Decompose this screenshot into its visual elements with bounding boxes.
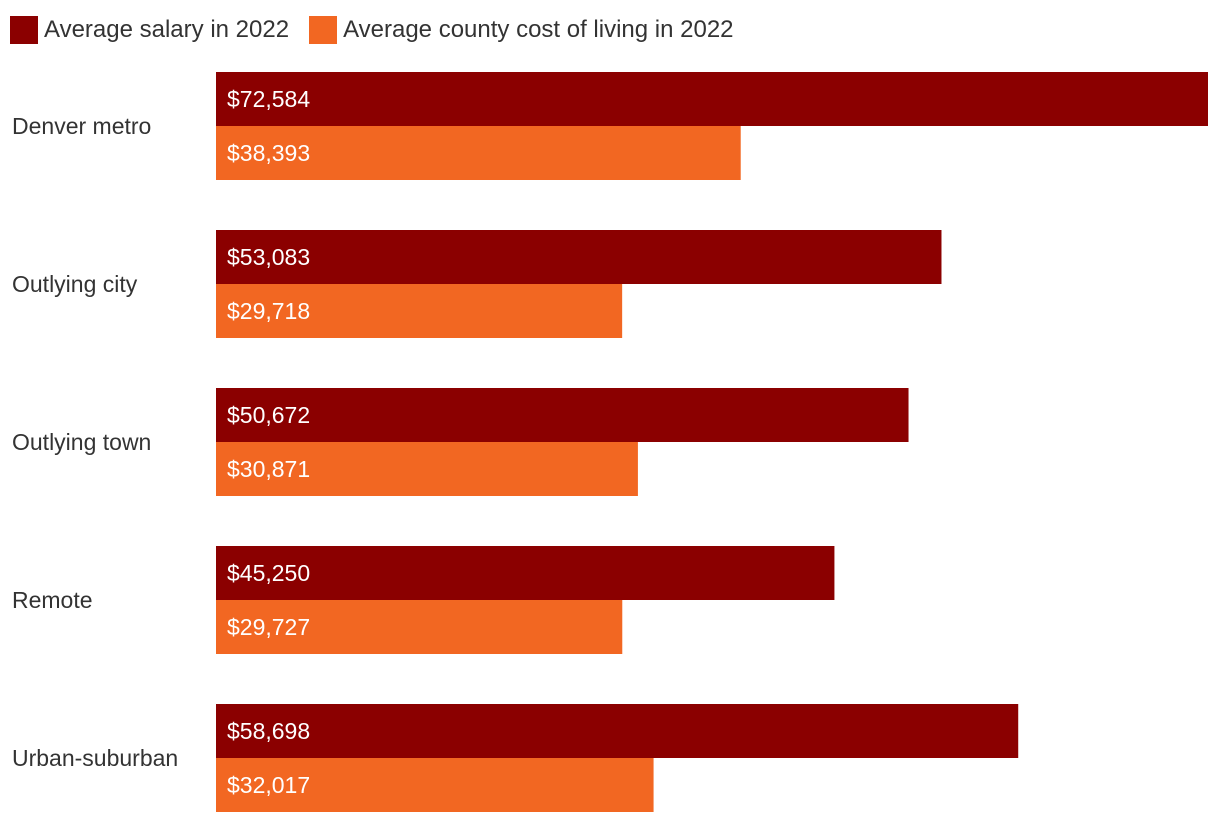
category-label: Urban-suburban (12, 745, 178, 771)
salary-bar (216, 388, 909, 442)
salary-bar-label: $72,584 (227, 86, 310, 112)
legend: Average salary in 2022 Average county co… (10, 14, 754, 46)
salary-bar-label: $45,250 (227, 560, 310, 586)
cost-of-living-bar (216, 126, 741, 180)
salary-bar-label: $58,698 (227, 718, 310, 744)
cost-of-living-bar (216, 600, 623, 654)
cost-of-living-bar-label: $29,718 (227, 298, 310, 324)
cost-of-living-bar (216, 284, 623, 338)
cost-of-living-bar (216, 442, 638, 496)
category-label: Outlying town (12, 429, 151, 455)
cost-of-living-bar-label: $32,017 (227, 772, 310, 798)
category-label: Outlying city (12, 271, 138, 297)
salary-bar (216, 546, 835, 600)
salary-bar (216, 230, 942, 284)
salary-bar (216, 704, 1019, 758)
cost-of-living-bar-label: $38,393 (227, 140, 310, 166)
legend-item-salary: Average salary in 2022 (10, 16, 289, 44)
salary-bar (216, 72, 1208, 126)
cost-of-living-bar (216, 758, 654, 812)
legend-swatch-cost-of-living (309, 16, 338, 44)
salary-bar-label: $53,083 (227, 244, 310, 270)
legend-label-salary: Average salary in 2022 (44, 16, 290, 43)
legend-label-cost-of-living: Average county cost of living in 2022 (343, 16, 734, 43)
salary-bar-label: $50,672 (227, 402, 310, 428)
cost-of-living-bar-label: $29,727 (227, 614, 310, 640)
legend-swatch-salary (10, 16, 38, 44)
category-label: Remote (12, 587, 93, 613)
cost-of-living-bar-label: $30,871 (227, 456, 310, 482)
category-label: Denver metro (12, 113, 151, 139)
legend-item-cost-of-living: Average county cost of living in 2022 (309, 16, 734, 44)
